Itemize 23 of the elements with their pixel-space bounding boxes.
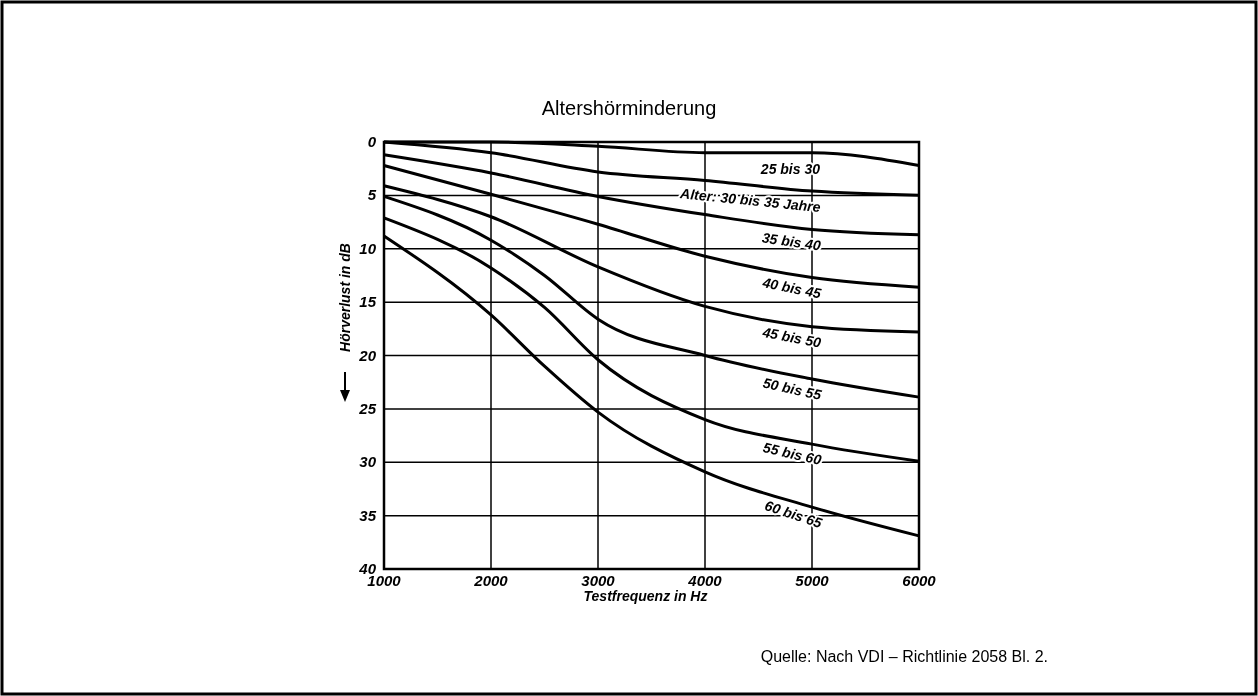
text: 45 bis 50 (760, 323, 823, 351)
x-tick-label: 2000 (473, 572, 509, 589)
y-tick-label: 10 (359, 239, 377, 257)
text: 35 bis 40 (761, 229, 823, 254)
y-tick-label: 15 (359, 293, 377, 311)
y-axis-title: Hörverlust in dB (337, 243, 353, 352)
text: 50 bis 55 (761, 374, 823, 403)
x-tick-label: 4000 (687, 572, 723, 589)
text: 55 bis 60 (761, 439, 824, 469)
x-axis-title: Testfrequenz in Hz (583, 588, 708, 604)
y-tick-label: 35 (359, 506, 377, 524)
x-tick-label: 6000 (902, 572, 937, 589)
x-tick-label: 3000 (581, 572, 616, 589)
y-tick-label: 5 (367, 186, 377, 204)
source-note: Quelle: Nach VDI – Richtlinie 2058 Bl. 2. (760, 648, 1048, 665)
y-tick-label: 30 (359, 453, 377, 471)
x-tick-label: 5000 (795, 572, 830, 589)
y-tick-label: 0 (367, 133, 377, 150)
chart-title: Altershörminderung (541, 97, 717, 119)
y-tick-label: 40 (358, 560, 377, 577)
y-tick-label: 20 (358, 346, 377, 364)
y-tick-label: 25 (358, 399, 377, 417)
text: 40 bis 45 (760, 274, 823, 302)
